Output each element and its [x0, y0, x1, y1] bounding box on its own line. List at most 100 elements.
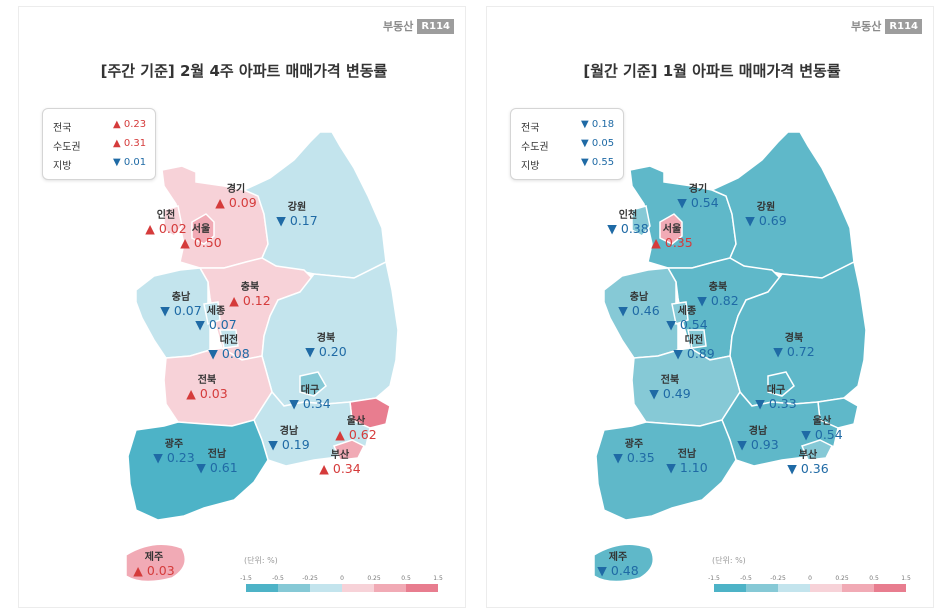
legend-tick: -0.25 [302, 575, 318, 582]
legend-tick: 0.25 [835, 575, 849, 582]
legend-swatch [342, 584, 374, 592]
region-value-chungbuk: ▲ 0.12 [229, 293, 270, 308]
legend-tick: 0.25 [367, 575, 381, 582]
region-jeju [125, 543, 187, 583]
region-name-ulsan: 울산 [347, 414, 366, 427]
chart-title: [월간 기준] 1월 아파트 매매가격 변동률 [583, 62, 841, 80]
legend-tick: 1.5 [433, 575, 443, 582]
region-name-daejeon: 대전 [220, 333, 238, 346]
legend-tick: 0 [340, 575, 344, 582]
region-value-chungnam: ▼ 0.07 [160, 303, 201, 318]
legend-swatch [842, 584, 874, 592]
region-value-jeonnam: ▼ 0.61 [196, 460, 237, 475]
region-name-incheon: 인천 [619, 208, 637, 221]
region-value-chungbuk: ▼ 0.82 [697, 293, 738, 308]
brand-badge: R114 [885, 18, 922, 34]
legend-swatch [746, 584, 778, 592]
region-name-gyeonggi: 경기 [227, 182, 245, 195]
region-name-jeju: 제주 [609, 550, 627, 563]
legend-tick: -0.25 [770, 575, 786, 582]
summary-label: 전국 [53, 123, 72, 134]
region-value-sejong: ▼ 0.07 [195, 317, 236, 332]
region-value-gyeongnam: ▼ 0.93 [737, 437, 778, 452]
region-gangwon [710, 131, 855, 279]
region-chungnam [135, 267, 211, 359]
summary-value: ▼ 0.55 [581, 157, 615, 168]
region-name-gangwon: 강원 [757, 200, 775, 213]
panel-frame [18, 6, 466, 608]
summary-label: 수도권 [53, 142, 81, 153]
summary-label: 전국 [521, 123, 540, 134]
region-value-gangwon: ▼ 0.69 [745, 213, 786, 228]
region-name-jeju: 제주 [145, 550, 163, 563]
region-incheon [163, 205, 183, 237]
region-value-ulsan: ▼ 0.54 [801, 427, 842, 442]
region-name-gwangju: 광주 [625, 438, 643, 450]
region-value-gwangju: ▼ 0.35 [613, 450, 654, 465]
legend-tick: -1.5 [708, 575, 720, 582]
region-name-ulsan: 울산 [813, 414, 832, 427]
region-sejong [203, 301, 221, 325]
region-name-chungnam: 충남 [172, 290, 191, 303]
panel-frame [486, 6, 934, 608]
legend-tick: 0 [808, 575, 812, 582]
brand-logo: 부동산 R114 [383, 18, 454, 34]
region-name-chungbuk: 충북 [709, 280, 727, 293]
color-legend: (단위: %) -1.5 -0.5 -0.25 0 0.25 0.5 1.5 [240, 555, 443, 592]
region-value-gyeonggi: ▼ 0.54 [677, 195, 718, 210]
legend-tick: 1.5 [901, 575, 911, 582]
region-value-gangwon: ▼ 0.17 [276, 213, 317, 228]
region-name-seoul: 서울 [663, 222, 681, 235]
region-name-gyeongnam: 경남 [749, 424, 768, 437]
region-daegu [767, 371, 795, 397]
summary-label: 수도권 [521, 142, 549, 153]
region-value-jeju: ▼ 0.48 [597, 563, 638, 578]
legend-tick: -1.5 [240, 575, 252, 582]
region-name-chungnam: 충남 [630, 290, 649, 303]
region-seoul [191, 213, 215, 245]
region-gangwon [242, 131, 387, 279]
legend-swatch [810, 584, 842, 592]
region-value-gyeongnam: ▼ 0.19 [268, 437, 309, 452]
color-legend: (단위: %) -1.5 -0.5 -0.25 0 0.25 0.5 1.5 [708, 555, 911, 592]
region-name-jeonbuk: 전북 [198, 373, 216, 386]
summary-value: ▼ 0.01 [113, 157, 147, 168]
region-jeonnam [127, 419, 269, 521]
legend-tick: 0.5 [869, 575, 879, 582]
region-name-daegu: 대구 [767, 383, 785, 396]
region-value-jeju: ▲ 0.03 [133, 563, 174, 578]
region-value-gwangju: ▼ 0.23 [153, 450, 194, 465]
summary-value: ▲ 0.31 [113, 138, 147, 149]
region-value-daegu: ▼ 0.33 [755, 396, 796, 411]
region-value-busan: ▲ 0.34 [319, 461, 360, 476]
legend-tick: -0.5 [272, 575, 284, 582]
region-name-jeonnam: 전남 [678, 447, 697, 460]
region-value-gyeongbuk: ▼ 0.20 [305, 344, 346, 359]
region-incheon [631, 205, 651, 237]
region-map: 경기▲ 0.09 인천▲ 0.02 서울▲ 0.50 강원▼ 0.17 충북▲ 0.12… [125, 131, 443, 592]
region-busan [332, 439, 366, 461]
region-value-incheon: ▲ 0.02 [145, 221, 186, 236]
legend-swatch [278, 584, 310, 592]
legend-unit: (단위: %) [244, 555, 278, 565]
region-name-busan: 부산 [799, 448, 818, 461]
region-value-daejeon: ▼ 0.08 [208, 346, 249, 361]
region-name-daegu: 대구 [301, 383, 319, 396]
region-name-seoul: 서울 [192, 222, 210, 235]
region-value-ulsan: ▲ 0.62 [335, 427, 376, 442]
summary-value: ▲ 0.23 [113, 119, 147, 130]
summary-value: ▼ 0.05 [581, 138, 615, 149]
brand-text: 부동산 [383, 20, 414, 33]
region-name-gangwon: 강원 [288, 200, 306, 213]
region-value-daegu: ▼ 0.34 [289, 396, 330, 411]
region-value-busan: ▼ 0.36 [787, 461, 828, 476]
region-daejeon [219, 329, 239, 349]
legend-tick: -0.5 [740, 575, 752, 582]
region-name-chungbuk: 충북 [241, 280, 259, 293]
region-name-jeonnam: 전남 [208, 447, 227, 460]
brand-logo: 부동산 R114 [851, 18, 922, 34]
legend-swatch [310, 584, 342, 592]
region-name-jeonbuk: 전북 [661, 373, 679, 386]
region-name-gyeongbuk: 경북 [785, 331, 803, 344]
